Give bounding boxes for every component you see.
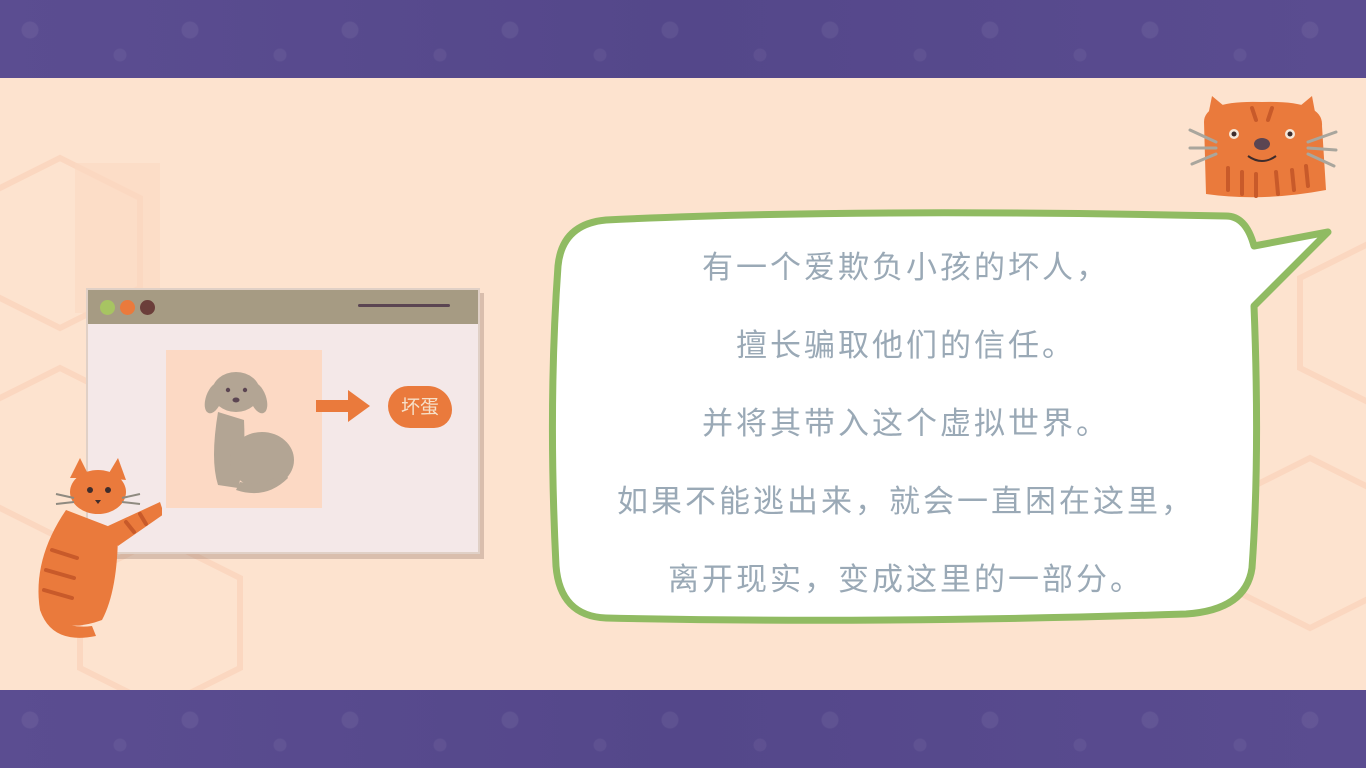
story-panel: 坏蛋: [0, 78, 1366, 690]
address-bar-line: [358, 304, 450, 307]
villain-tag: 坏蛋: [388, 386, 452, 428]
arrow-right-icon: [316, 390, 370, 422]
browser-title-bar: [88, 290, 478, 324]
top-decorative-band: [0, 0, 1366, 78]
window-dot-brown: [140, 300, 155, 315]
window-dot-green: [100, 300, 115, 315]
browser-window-illustration: 坏蛋: [86, 288, 480, 554]
bottom-decorative-band: [0, 690, 1366, 768]
dialogue-line-1: 有一个爱欺负小孩的坏人，: [702, 250, 1110, 286]
dialogue-line-2: 擅长骗取他们的信任。: [736, 328, 1076, 364]
narrator-cat-icon: [1188, 96, 1338, 198]
dialogue-line-3: 并将其带入这个虚拟世界。: [702, 406, 1110, 442]
dialogue-line-5: 离开现实，变成这里的一部分。: [668, 562, 1144, 598]
pointing-cat-icon: [38, 458, 162, 638]
dialogue-text: 有一个爱欺负小孩的坏人， 擅长骗取他们的信任。 并将其带入这个虚拟世界。 如果不…: [556, 228, 1256, 618]
speech-bubble: [548, 209, 1332, 624]
dialogue-line-4: 如果不能逃出来，就会一直困在这里，: [617, 484, 1195, 520]
window-dot-orange: [120, 300, 135, 315]
dog-photo-card: [166, 350, 322, 508]
dog-icon: [204, 372, 294, 494]
